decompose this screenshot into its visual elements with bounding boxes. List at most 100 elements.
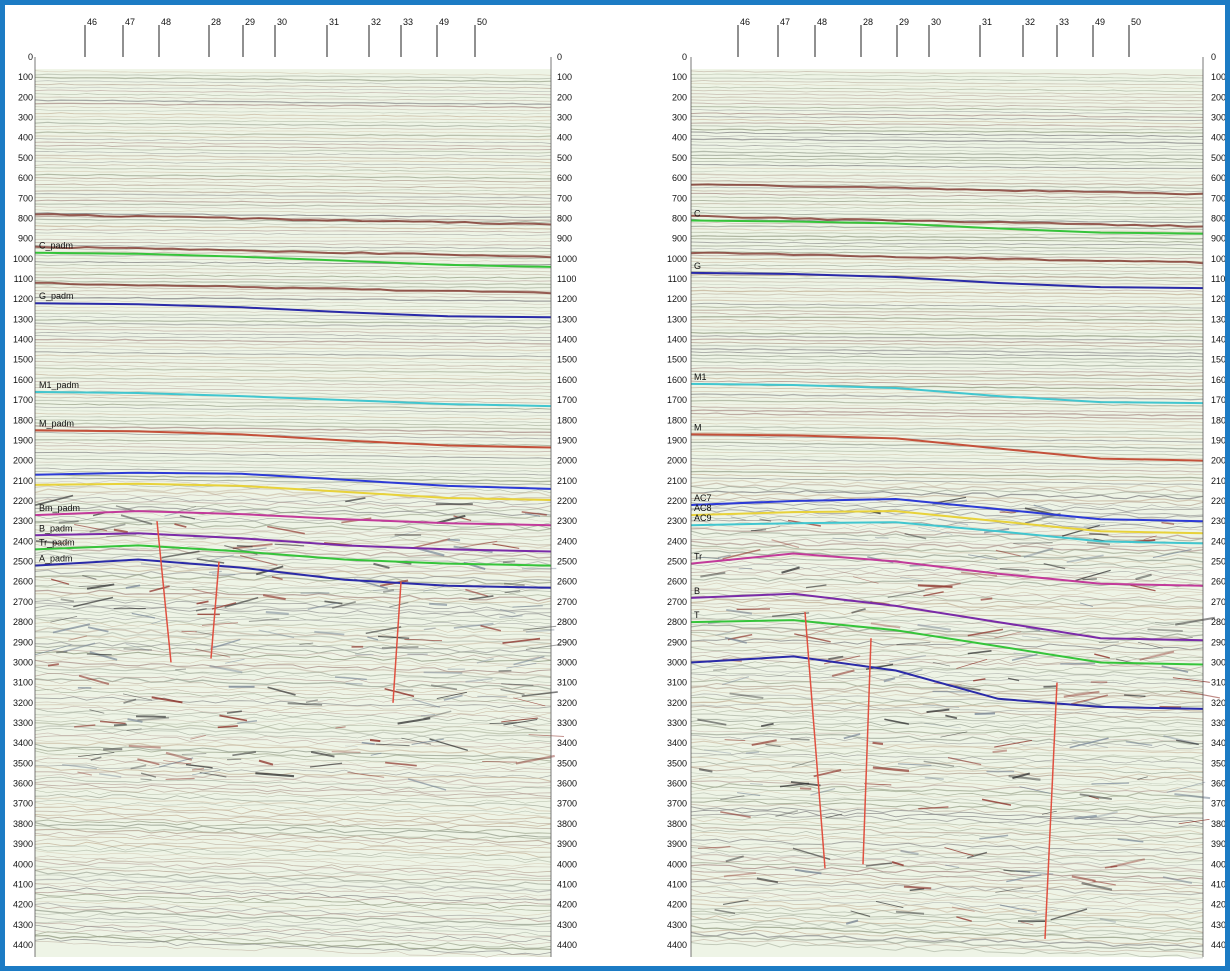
time-tick-label: 1000	[667, 254, 687, 264]
time-tick-label: 4100	[667, 879, 687, 889]
time-tick-label: 3900	[13, 839, 33, 849]
horizon-line	[690, 619, 1204, 666]
time-tick-label: 3500	[667, 758, 687, 768]
time-tick-label: 1200	[13, 294, 33, 304]
time-tick-label: 1400	[1211, 335, 1230, 345]
time-tick-label: 500	[672, 153, 687, 163]
time-tick-label: 1300	[667, 314, 687, 324]
time-tick-label: 3900	[557, 839, 577, 849]
time-tick-label: 1000	[1211, 254, 1230, 264]
time-tick-label: 4200	[667, 900, 687, 910]
time-tick-label: 1700	[557, 395, 577, 405]
time-tick-label: 2600	[13, 577, 33, 587]
time-tick-label: 2500	[1211, 557, 1230, 567]
shotpoint-label: 31	[329, 17, 339, 27]
time-tick-label: 4300	[557, 920, 577, 930]
time-tick-label: 1900	[13, 435, 33, 445]
seismic-reflections	[34, 70, 564, 958]
fault-line	[156, 521, 172, 663]
time-tick-label: 1600	[13, 375, 33, 385]
time-tick-label: 2500	[13, 557, 33, 567]
horizon-label: B	[694, 586, 700, 596]
time-tick-label: 3400	[1211, 738, 1230, 748]
shotpoint-label: 49	[1095, 17, 1105, 27]
time-tick-label: 2200	[1211, 496, 1230, 506]
faults	[156, 521, 402, 703]
time-tick-label: 600	[672, 173, 687, 183]
time-tick-label: 1300	[1211, 314, 1230, 324]
time-tick-label: 2900	[557, 637, 577, 647]
shotpoint-label: 33	[1059, 17, 1069, 27]
shotpoint-label: 47	[125, 17, 135, 27]
time-tick-label: 3500	[1211, 758, 1230, 768]
time-tick-label: 400	[557, 133, 572, 143]
time-tick-label: 1500	[1211, 355, 1230, 365]
horizon-label: Bm_padm	[39, 503, 80, 513]
time-tick-label: 0	[1211, 52, 1216, 62]
horizon-label: M_padm	[39, 418, 74, 428]
time-tick-label: 1900	[1211, 435, 1230, 445]
time-tick-label: 4000	[557, 859, 577, 869]
horizon-line	[34, 429, 552, 449]
time-tick-label: 1000	[557, 254, 577, 264]
time-tick-label: 800	[557, 213, 572, 223]
time-tick-label: 2900	[667, 637, 687, 647]
time-tick-label: 3000	[1211, 657, 1230, 667]
time-tick-label: 800	[672, 213, 687, 223]
horizon-label: M	[694, 422, 702, 432]
time-tick-label: 0	[28, 52, 33, 62]
horizon-line	[34, 544, 552, 567]
time-tick-label: 4400	[557, 940, 577, 950]
time-tick-label: 2500	[557, 557, 577, 567]
time-tick-label: 300	[18, 113, 33, 123]
time-tick-label: 1500	[667, 355, 687, 365]
time-tick-label: 300	[1211, 113, 1226, 123]
time-tick-label: 3000	[667, 657, 687, 667]
time-tick-label: 4200	[13, 900, 33, 910]
time-tick-label: 4200	[557, 900, 577, 910]
time-tick-label: 3700	[557, 799, 577, 809]
time-tick-label: 200	[672, 92, 687, 102]
time-tick-label: 2900	[1211, 637, 1230, 647]
horizon-label: T	[694, 610, 700, 620]
horizon-line	[690, 521, 1204, 545]
horizon-line	[34, 532, 552, 553]
time-axis: 0 0 100 100 200 200 300 300 400 400 500 500 600 600 70…	[13, 52, 577, 957]
time-tick-label: 200	[1211, 92, 1226, 102]
time-axis: 0 0 100 100 200 200 300 300 400 400 500 500 600 600 70…	[667, 52, 1230, 957]
shotpoint-label: 47	[780, 17, 790, 27]
horizon-label: C_padm	[39, 241, 73, 251]
horizon-line	[690, 219, 1204, 235]
time-tick-label: 3400	[557, 738, 577, 748]
time-tick-label: 2800	[667, 617, 687, 627]
time-tick-label: 4000	[667, 859, 687, 869]
horizon-label: M1_padm	[39, 380, 79, 390]
time-tick-label: 2600	[667, 577, 687, 587]
time-tick-label: 900	[18, 234, 33, 244]
time-tick-label: 900	[1211, 234, 1226, 244]
time-tick-label: 700	[672, 193, 687, 203]
time-tick-label: 3100	[1211, 678, 1230, 688]
horizon-label: M1	[694, 372, 707, 382]
horizons	[34, 251, 552, 589]
shotpoint-label: 32	[371, 17, 381, 27]
horizon-line	[34, 251, 552, 268]
horizon-line	[690, 433, 1204, 462]
time-tick-label: 1200	[1211, 294, 1230, 304]
time-tick-label: 3700	[667, 799, 687, 809]
time-tick-label: 2400	[667, 536, 687, 546]
horizon-line	[34, 302, 552, 319]
time-tick-label: 1300	[557, 314, 577, 324]
time-tick-label: 3000	[557, 657, 577, 667]
time-tick-label: 2200	[557, 496, 577, 506]
time-tick-label: 1700	[667, 395, 687, 405]
time-tick-label: 3700	[1211, 799, 1230, 809]
time-tick-label: 1600	[667, 375, 687, 385]
time-tick-label: 600	[18, 173, 33, 183]
shotpoint-label: 29	[245, 17, 255, 27]
time-tick-label: 1800	[557, 415, 577, 425]
time-tick-label: 2800	[13, 617, 33, 627]
time-tick-label: 1100	[557, 274, 576, 284]
